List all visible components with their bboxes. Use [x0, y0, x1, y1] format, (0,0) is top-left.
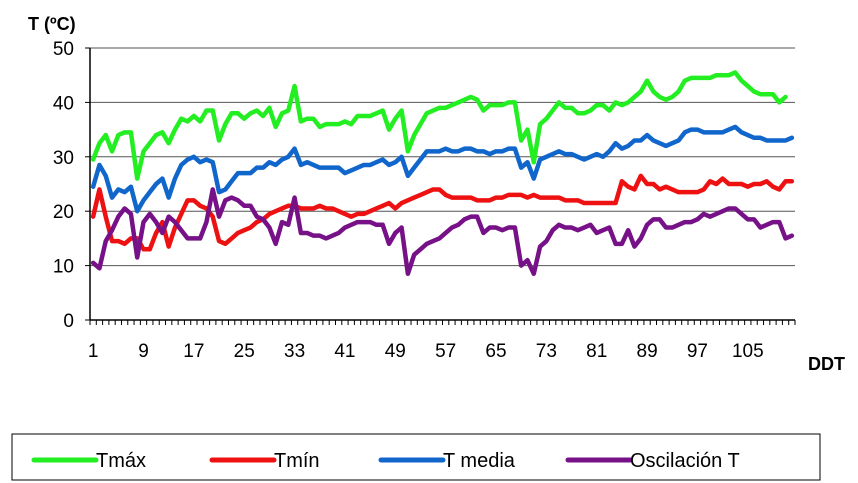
- x-tick-label: 89: [637, 341, 658, 362]
- y-tick-label: 40: [53, 93, 74, 114]
- x-tick-label: 49: [385, 341, 406, 362]
- x-tick-label: 9: [138, 341, 149, 362]
- axes: [89, 48, 795, 321]
- legend-item-3: T media: [378, 450, 516, 472]
- series-layer: [90, 70, 795, 277]
- y-tick-label: 50: [53, 39, 74, 60]
- series-line-3: [90, 124, 795, 214]
- y-tick-label: 0: [63, 311, 74, 332]
- y-axis-title: T (ºC): [28, 14, 76, 34]
- series-line-1: [90, 70, 788, 181]
- x-tick-label: 41: [334, 341, 355, 362]
- legend-items: Tmáx Tmín T media Oscilación T: [31, 450, 740, 472]
- x-axis-ticks: 1 9 17 25 33 41 49 57 65 73 81 89 97 105: [88, 320, 796, 362]
- legend: Tmáx Tmín T media Oscilación T: [11, 433, 821, 481]
- x-tick-label: 57: [435, 341, 456, 362]
- x-tick-label: 105: [732, 341, 764, 362]
- y-axis-ticks: 0 10 20 30 40 50: [53, 39, 90, 332]
- legend-label: Oscilación T: [630, 450, 740, 472]
- x-tick-label: 17: [183, 341, 204, 362]
- x-tick-label: 73: [536, 341, 557, 362]
- legend-label: Tmín: [274, 450, 320, 472]
- legend-label: T media: [443, 450, 516, 472]
- series-line-4: [90, 187, 795, 277]
- legend-item-4: Oscilación T: [565, 450, 740, 472]
- legend-label: Tmáx: [96, 450, 146, 472]
- x-tick-label: 33: [284, 341, 305, 362]
- y-tick-label: 10: [53, 257, 74, 278]
- legend-item-2: Tmín: [209, 450, 320, 472]
- x-tick-label: 25: [234, 341, 255, 362]
- x-axis-title: DDT: [808, 354, 845, 374]
- x-tick-label: 1: [88, 341, 99, 362]
- x-tick-label: 97: [687, 341, 708, 362]
- y-tick-label: 30: [53, 148, 74, 169]
- legend-box: [11, 433, 821, 481]
- y-tick-label: 20: [53, 202, 74, 223]
- legend-item-1: Tmáx: [31, 450, 146, 472]
- x-tick-label: 65: [485, 341, 506, 362]
- x-tick-label: 81: [586, 341, 607, 362]
